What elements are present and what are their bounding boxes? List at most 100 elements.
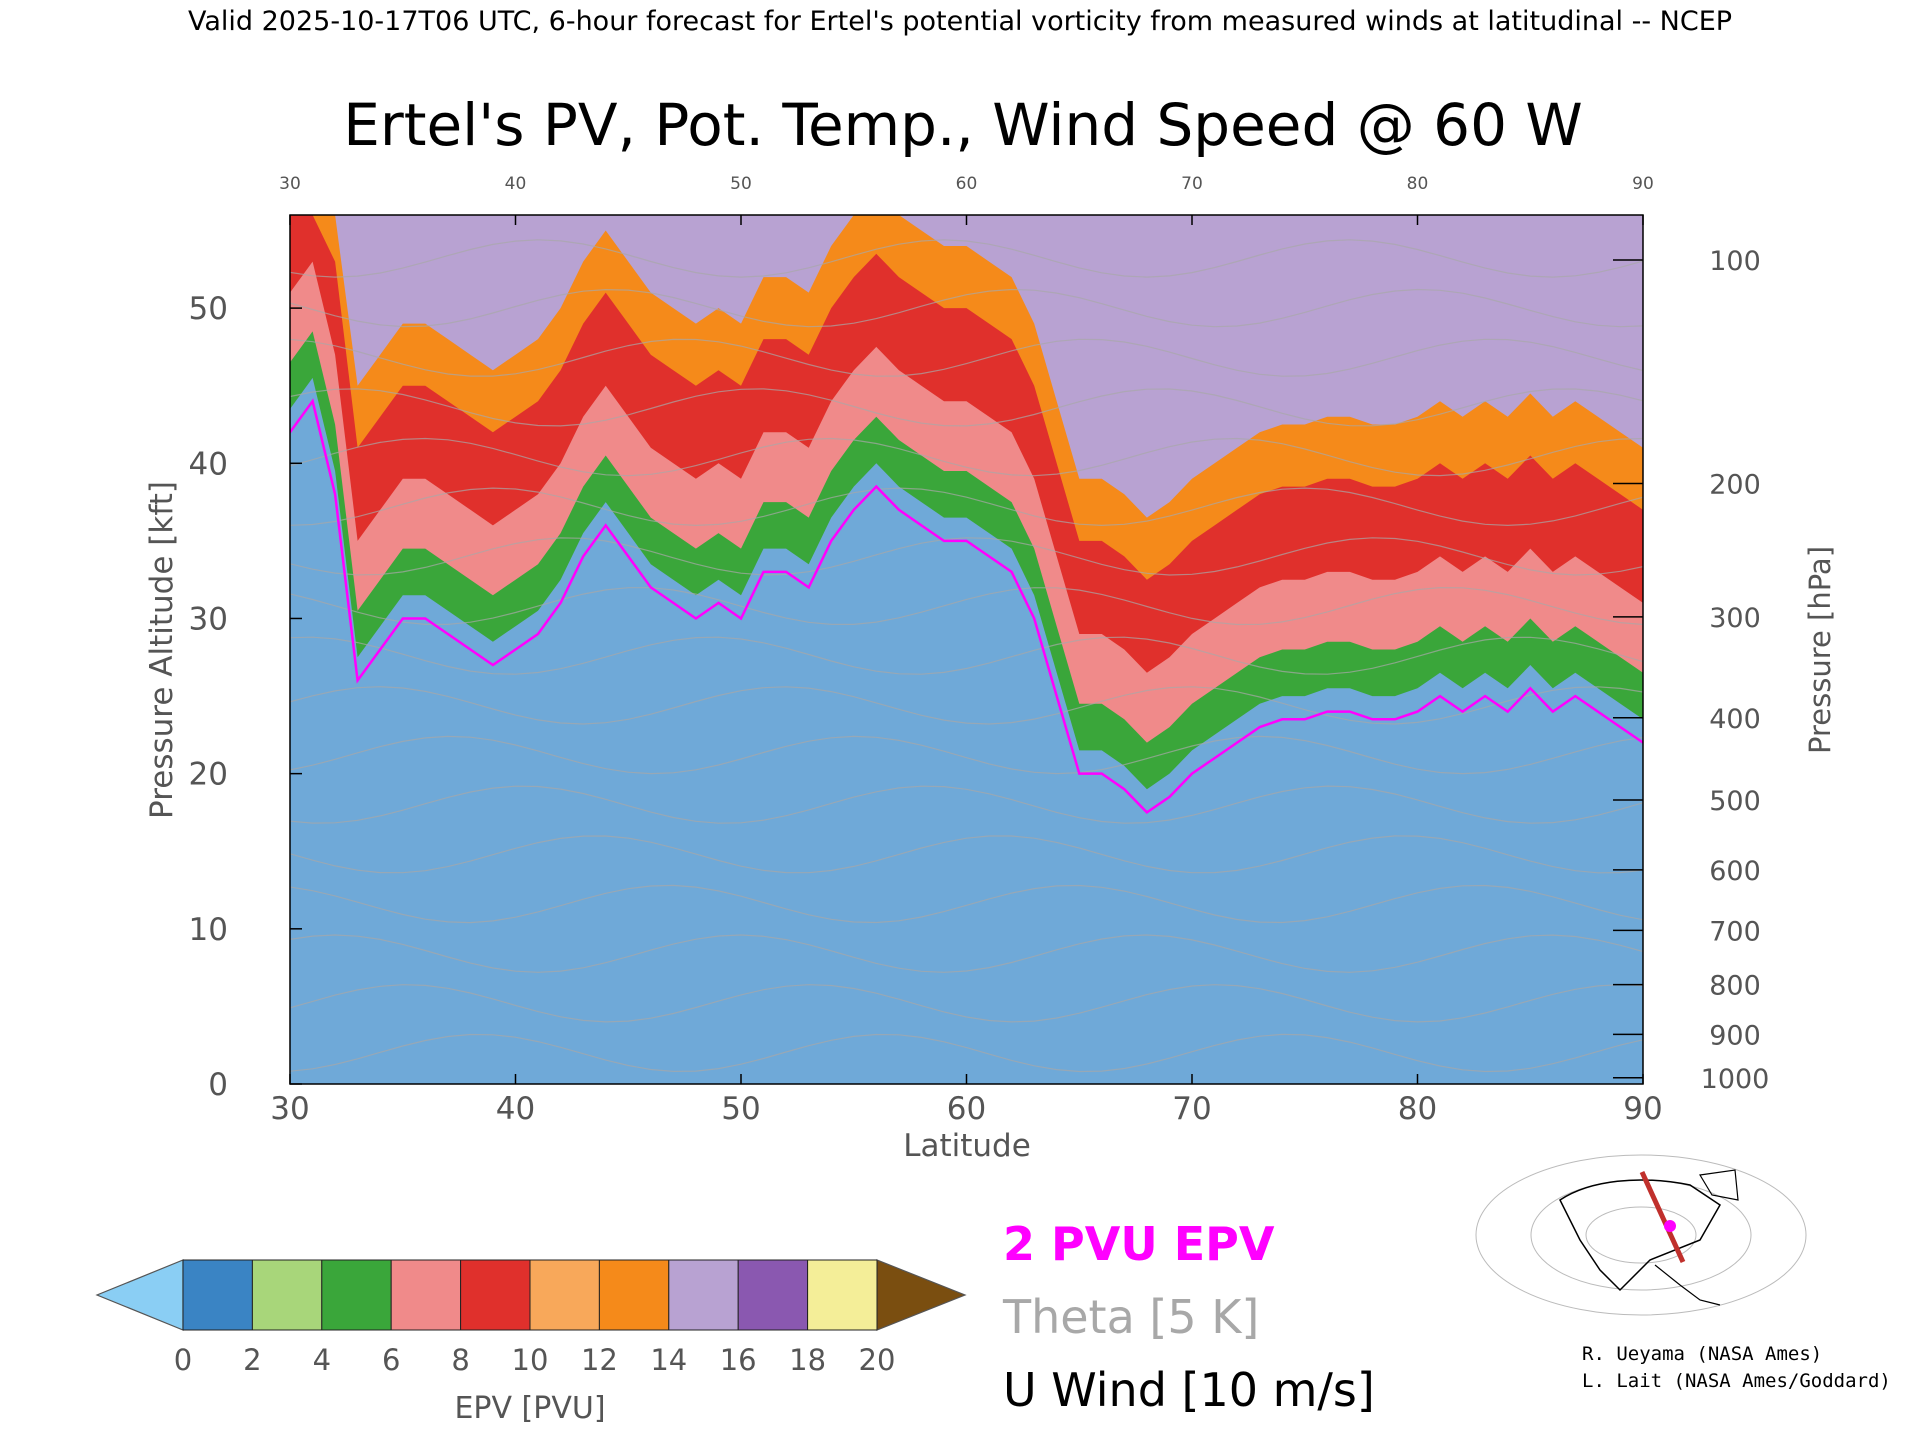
x-tick-label-top: 70: [1181, 174, 1203, 194]
theta-contour: [290, 735, 1643, 775]
y-tick-label: 50: [189, 291, 228, 327]
x-tick-label-top: 50: [730, 174, 752, 194]
theta-contour: [290, 1033, 1643, 1073]
colorbar-tick-label: 14: [650, 1343, 687, 1377]
x-tick-label-top: 40: [505, 174, 527, 194]
x-tick-label: 50: [721, 1091, 760, 1127]
theta-contour: [290, 437, 1643, 477]
y-tick-label: 0: [208, 1067, 228, 1103]
y-tick-label: 40: [189, 446, 228, 482]
x-axis-top: 30 40 50 60 70 80 90: [279, 174, 1654, 225]
y-tick-label: 30: [189, 601, 228, 637]
colorbar-bin: [598, 1259, 670, 1331]
epv-bands: [290, 215, 1643, 790]
pressure-tick-label: 900: [1709, 1020, 1761, 1051]
x-tick-label: 70: [1172, 1091, 1211, 1127]
theta-contour: [290, 636, 1643, 675]
x-tick-label-top: 90: [1632, 174, 1654, 194]
epv-colorbar: 0 2 4 6 8 10 12 14 16 18 20: [95, 1259, 967, 1377]
x-axis-label: Latitude: [903, 1128, 1031, 1164]
pressure-tick-label: 500: [1709, 786, 1761, 817]
map-graticule: [1475, 1154, 1807, 1316]
legend-theta: Theta [5 K]: [1002, 1290, 1259, 1344]
colorbar-tick-label: 6: [382, 1343, 400, 1377]
y-axis-label: Pressure Altitude [kft]: [144, 481, 180, 819]
colorbar-over-arrow: [876, 1259, 967, 1331]
plot-area: 30 40 50 60 70 80 90 30 40 50 60 70 80 90 0 10 20 30 40 5…: [189, 174, 1770, 1127]
pressure-tick-label: 700: [1709, 916, 1761, 947]
colorbar-label: EPV [PVU]: [454, 1391, 605, 1426]
tropopause-2pvu-line: [290, 398, 1643, 815]
pressure-tick-label: 100: [1709, 246, 1761, 277]
theta-contour: [290, 984, 1643, 1023]
theta-contour: [290, 785, 1643, 824]
epv-band-4: [290, 215, 1643, 518]
theta-contour: [290, 537, 1643, 576]
figure-caption: Valid 2025-10-17T06 UTC, 6-hour forecast…: [188, 6, 1732, 37]
colorbar-tick-label: 0: [174, 1343, 192, 1377]
colorbar-tick-label: 18: [789, 1343, 826, 1377]
colorbar-tick-label: 8: [451, 1343, 469, 1377]
legend: 2 PVU EPV Theta [5 K] U Wind [10 m/s]: [1002, 1217, 1375, 1417]
y2-axis-label: Pressure [hPa]: [1803, 546, 1837, 754]
pressure-tick-label: 400: [1709, 704, 1761, 735]
map-coastline: [1559, 1179, 1721, 1292]
colorbar-bin: [807, 1259, 878, 1331]
theta-contour: [290, 835, 1643, 874]
colorbar-bin: [251, 1259, 323, 1331]
colorbar-tick-label: 12: [581, 1343, 618, 1377]
x-tick-label: 60: [947, 1091, 986, 1127]
x-tick-label-top: 80: [1407, 174, 1429, 194]
y-axis-right-pressure: 100 200 300 400 500 600 700 800 900 1000: [1613, 246, 1769, 1095]
y-tick-label: 20: [189, 757, 228, 793]
theta-contours: [290, 239, 1643, 1073]
colorbar-bin: [529, 1259, 600, 1331]
x-tick-label: 90: [1623, 1091, 1662, 1127]
map-coastline: [1699, 1169, 1739, 1201]
colorbar-bin: [390, 1259, 462, 1331]
x-tick-label-top: 30: [279, 174, 301, 194]
pressure-tick-label: 800: [1709, 971, 1761, 1002]
legend-epv: 2 PVU EPV: [1003, 1217, 1275, 1271]
theta-contour: [290, 686, 1643, 725]
map-graticule: [1585, 1206, 1697, 1264]
colorbar-tick-label: 10: [512, 1343, 549, 1377]
chart-title: Ertel's PV, Pot. Temp., Wind Speed @ 60 …: [343, 91, 1583, 159]
credit-line-2: L. Lait (NASA Ames/Goddard): [1582, 1370, 1891, 1392]
theta-contour: [290, 388, 1643, 427]
pressure-tick-label: 300: [1709, 603, 1761, 634]
theta-contour: [290, 487, 1643, 527]
theta-contour: [290, 239, 1643, 278]
colorbar-tick-label: 20: [859, 1343, 896, 1377]
theta-contour: [290, 884, 1643, 924]
theta-contour: [290, 288, 1643, 328]
colorbar-under-arrow: [95, 1259, 184, 1331]
x-tick-label: 80: [1398, 1091, 1437, 1127]
x-tick-label: 30: [270, 1091, 309, 1127]
colorbar-tick-label: 4: [313, 1343, 331, 1377]
pressure-tick-label: 600: [1709, 856, 1761, 887]
x-axis-bottom: 30 40 50 60 70 80 90: [270, 1074, 1663, 1127]
map-frame: [1542, 1155, 1740, 1305]
colorbar-tick-label: 16: [720, 1343, 757, 1377]
map-section-line: [1639, 1170, 1686, 1264]
colorbar-bin: [182, 1259, 253, 1331]
map-coastline: [1654, 1264, 1721, 1306]
colorbar-tick-label: 2: [243, 1343, 261, 1377]
y-tick-label: 10: [189, 912, 228, 948]
locator-map: [1475, 1154, 1807, 1316]
legend-wind: U Wind [10 m/s]: [1003, 1363, 1375, 1417]
x-tick-label-top: 60: [956, 174, 978, 194]
map-marker: [1664, 1220, 1676, 1232]
colorbar-bin: [668, 1259, 739, 1331]
y-axis-left: 0 10 20 30 40 50: [189, 291, 302, 1103]
pressure-tick-label: 1000: [1701, 1064, 1770, 1095]
colorbar-bin: [321, 1259, 392, 1331]
colorbar-bin: [737, 1259, 809, 1331]
theta-contour: [290, 934, 1643, 973]
theta-contour: [290, 338, 1643, 377]
colorbar-bin: [460, 1259, 531, 1331]
theta-contour: [290, 586, 1643, 626]
pressure-tick-label: 200: [1709, 469, 1761, 500]
x-tick-label: 40: [496, 1091, 535, 1127]
